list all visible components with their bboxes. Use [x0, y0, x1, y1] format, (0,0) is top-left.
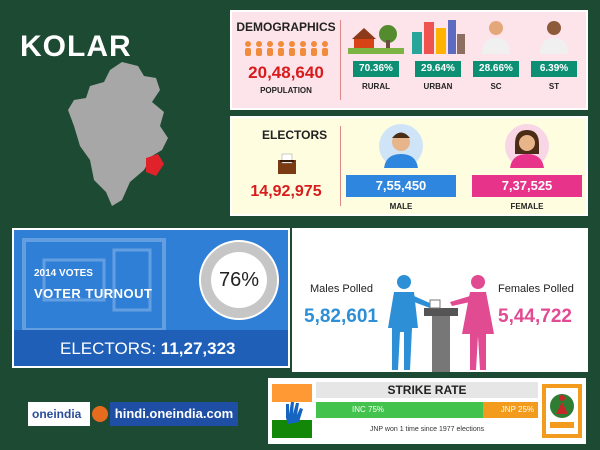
- voters-icon: [388, 275, 494, 372]
- demographics-heading: DEMOGRAPHICS: [236, 20, 336, 34]
- st-label: ST: [548, 82, 560, 91]
- oneindia-logo[interactable]: oneindia hindi.oneindia.com: [28, 402, 238, 426]
- male-label: MALE: [389, 202, 413, 211]
- rural-value: 70.36%: [353, 61, 399, 77]
- turnout-panel: 2014 VOTES VOTER TURNOUT 76% ELECTORS: 1…: [12, 228, 290, 368]
- ballot-box-icon: [278, 153, 296, 174]
- males-polled-value: 5,82,601: [304, 306, 378, 327]
- janata-party-icon: [542, 384, 582, 438]
- inc-bar: INC 75%: [316, 402, 483, 418]
- stat-rural: 70.36% RURAL: [348, 18, 404, 91]
- male-block: 7,55,450 MALE: [346, 122, 456, 211]
- karnataka-map-icon: [68, 62, 168, 206]
- population-value: 20,48,640: [248, 63, 324, 82]
- city-icon: [412, 20, 465, 54]
- electors-total: 14,92,975: [250, 183, 322, 200]
- divider: [340, 126, 341, 206]
- sc-value: 28.66%: [473, 61, 519, 77]
- population-icon: [245, 41, 328, 56]
- turnout-label: VOTER TURNOUT: [34, 286, 153, 301]
- site-link[interactable]: hindi.oneindia.com: [110, 402, 238, 426]
- stat-st: 6.39% ST: [526, 18, 582, 91]
- man-icon: [482, 21, 510, 54]
- voting-booth-icon: [22, 238, 166, 330]
- female-value: 7,37,525: [472, 175, 582, 197]
- man-icon: [540, 21, 568, 54]
- stat-urban: 29.64% URBAN: [410, 18, 466, 91]
- stat-sc: 28.66% SC: [468, 18, 524, 91]
- electors-block: ELECTORS 14,92,975: [232, 118, 340, 214]
- logo-mark-icon: [92, 406, 108, 422]
- turnout-ring: 76%: [199, 240, 279, 320]
- sc-label: SC: [490, 82, 502, 91]
- females-polled-label: Females Polled: [498, 283, 574, 295]
- demographics-panel: DEMOGRAPHICS 20,48,640 POPULATION: [230, 10, 588, 110]
- population-label: POPULATION: [260, 86, 312, 95]
- strike-rate-panel: STRIKE RATE INC 75% JNP 25% JNP won 1 ti…: [268, 378, 586, 444]
- population-block: DEMOGRAPHICS 20,48,640 POPULATION: [232, 12, 340, 108]
- urban-value: 29.64%: [415, 61, 461, 77]
- turnout-electors-label: ELECTORS:: [60, 339, 157, 358]
- rural-label: RURAL: [362, 82, 390, 91]
- male-avatar-icon: [379, 124, 423, 168]
- turnout-electors: ELECTORS: 11,27,323: [14, 330, 288, 366]
- st-value: 6.39%: [531, 61, 577, 77]
- electors-panel: ELECTORS 14,92,975 7,55,450 MALE: [230, 116, 588, 216]
- turnout-electors-value: 11,27,323: [160, 339, 236, 358]
- page-title: KOLAR: [20, 30, 132, 63]
- female-label: FEMALE: [510, 202, 544, 211]
- village-icon: [348, 25, 404, 54]
- oneindia-wordmark: oneindia: [28, 402, 90, 426]
- female-block: 7,37,525 FEMALE: [472, 122, 582, 211]
- female-avatar-icon: [505, 124, 549, 168]
- urban-label: URBAN: [423, 82, 453, 91]
- jnp-bar: JNP 25%: [483, 402, 538, 418]
- turnout-percent: 76%: [211, 252, 267, 308]
- male-value: 7,55,450: [346, 175, 456, 197]
- divider: [340, 20, 341, 100]
- electors-heading: ELECTORS: [262, 128, 328, 142]
- turnout-year: 2014 VOTES: [34, 268, 93, 279]
- males-polled-label: Males Polled: [310, 283, 373, 295]
- females-polled-value: 5,44,722: [498, 306, 572, 327]
- polled-panel: Males Polled 5,82,601 Females Polled 5,4…: [292, 228, 588, 372]
- congress-hand-icon: [272, 384, 312, 438]
- strike-rate-note: JNP won 1 time since 1977 elections: [369, 426, 485, 433]
- strike-rate-heading: STRIKE RATE: [316, 382, 538, 398]
